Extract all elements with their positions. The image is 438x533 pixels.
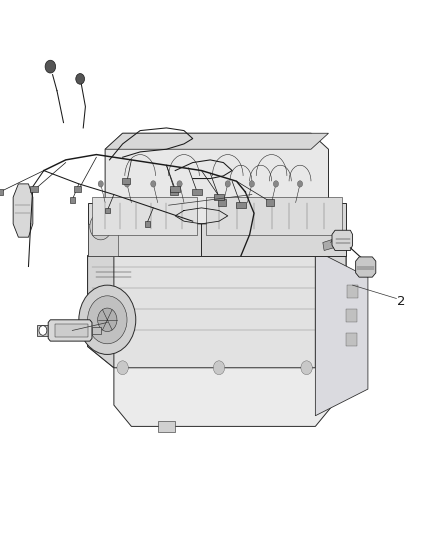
- Polygon shape: [70, 197, 75, 203]
- Polygon shape: [88, 235, 346, 368]
- Text: 2: 2: [396, 295, 405, 308]
- Circle shape: [213, 361, 225, 375]
- Polygon shape: [332, 230, 353, 251]
- Circle shape: [79, 285, 136, 354]
- Polygon shape: [105, 208, 110, 213]
- Circle shape: [177, 181, 182, 187]
- Polygon shape: [30, 186, 38, 192]
- Circle shape: [98, 308, 117, 332]
- Circle shape: [273, 181, 279, 187]
- Polygon shape: [201, 203, 346, 256]
- Polygon shape: [218, 199, 226, 206]
- Text: 1: 1: [252, 188, 261, 201]
- Polygon shape: [323, 238, 337, 251]
- Polygon shape: [170, 189, 178, 195]
- Polygon shape: [170, 187, 180, 192]
- Polygon shape: [158, 421, 175, 432]
- Polygon shape: [48, 320, 92, 341]
- Polygon shape: [105, 133, 328, 149]
- Polygon shape: [122, 178, 130, 184]
- Text: 3: 3: [64, 327, 72, 340]
- Polygon shape: [55, 324, 88, 337]
- Polygon shape: [88, 203, 201, 256]
- Polygon shape: [13, 184, 33, 237]
- Polygon shape: [0, 189, 3, 195]
- Polygon shape: [88, 235, 114, 368]
- Polygon shape: [92, 327, 101, 334]
- Circle shape: [225, 181, 230, 187]
- Bar: [346, 309, 357, 322]
- Circle shape: [301, 361, 312, 375]
- Circle shape: [297, 181, 303, 187]
- Circle shape: [117, 361, 128, 375]
- Polygon shape: [356, 257, 376, 277]
- Bar: [346, 333, 357, 346]
- Circle shape: [45, 60, 56, 73]
- Polygon shape: [114, 346, 333, 426]
- Circle shape: [39, 326, 47, 335]
- Polygon shape: [88, 224, 118, 256]
- Circle shape: [76, 74, 85, 84]
- Polygon shape: [192, 189, 202, 195]
- Polygon shape: [315, 235, 346, 368]
- Polygon shape: [214, 195, 224, 200]
- Bar: [347, 285, 358, 298]
- Polygon shape: [206, 197, 342, 235]
- Polygon shape: [145, 221, 150, 227]
- Polygon shape: [105, 133, 328, 224]
- Circle shape: [151, 181, 156, 187]
- Polygon shape: [315, 251, 368, 416]
- Polygon shape: [37, 325, 50, 336]
- Circle shape: [249, 181, 254, 187]
- Circle shape: [98, 181, 103, 187]
- Polygon shape: [92, 197, 197, 235]
- Polygon shape: [74, 186, 81, 192]
- Polygon shape: [236, 203, 246, 208]
- Polygon shape: [266, 199, 274, 206]
- Circle shape: [88, 296, 127, 344]
- Circle shape: [124, 181, 130, 187]
- Circle shape: [90, 213, 112, 240]
